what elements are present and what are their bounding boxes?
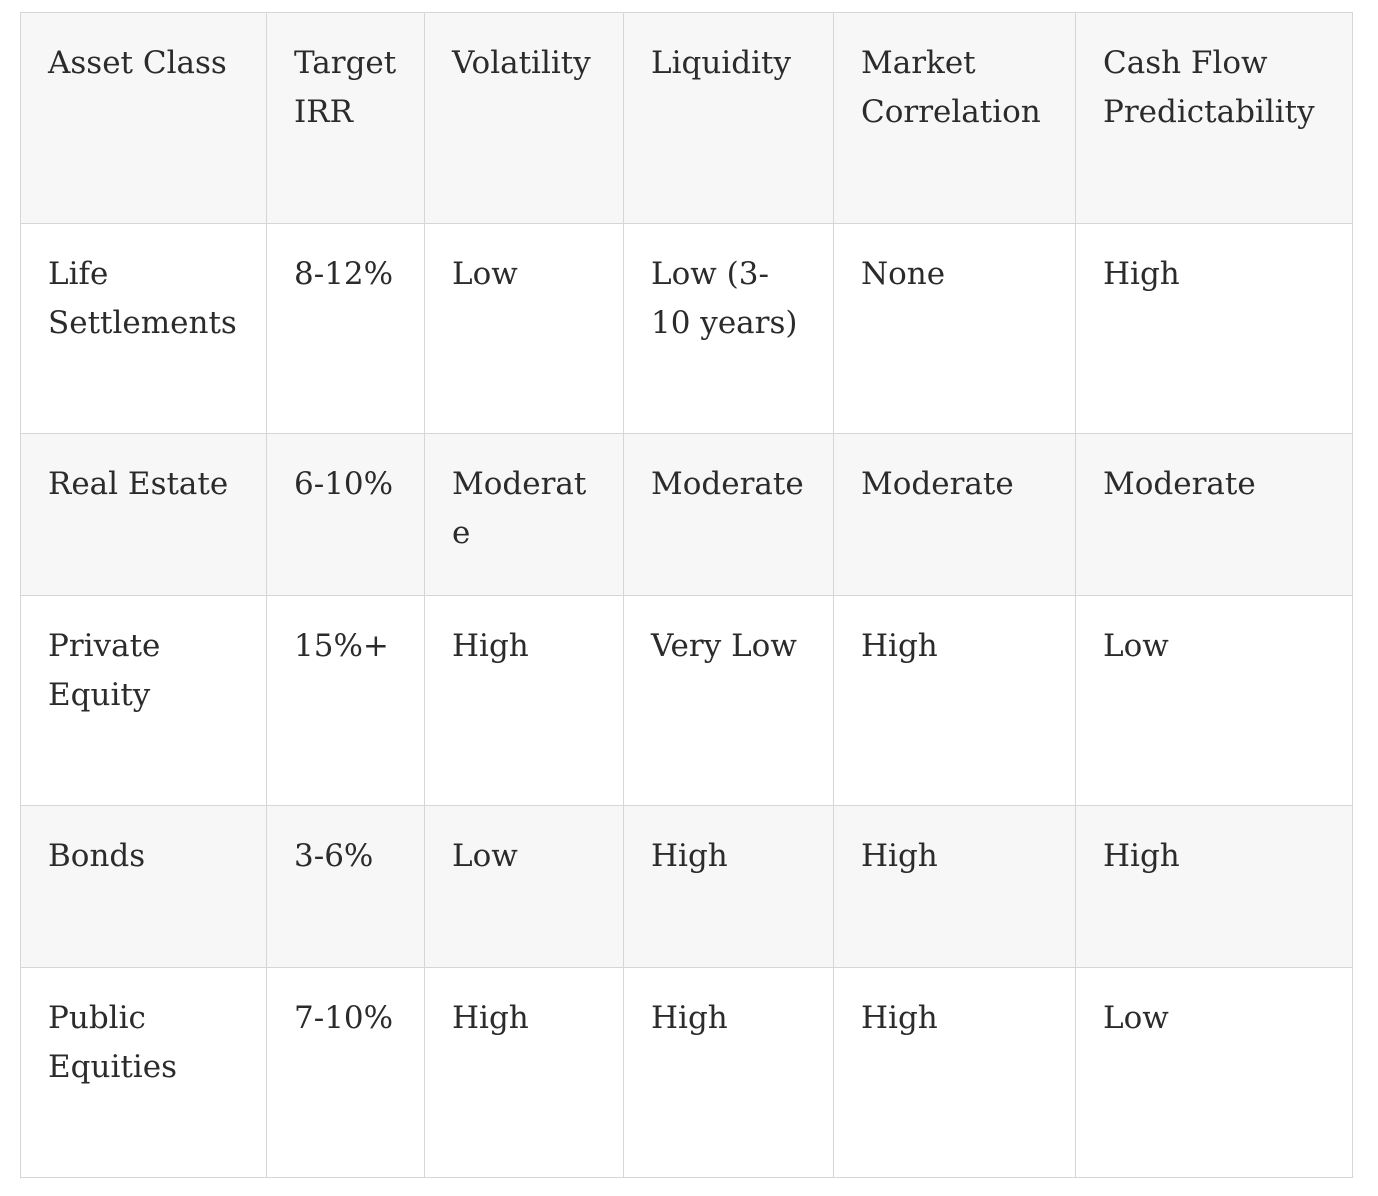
header-cash-flow-predictability: Cash Flow Predictability <box>1075 12 1353 224</box>
cell-market-correlation: None <box>833 223 1076 434</box>
cell-volatility: High <box>424 967 624 1178</box>
asset-class-comparison-table: Asset Class Target IRR Volatility Liquid… <box>20 12 1353 1178</box>
table-row: Life Settlements 8-12% Low Low (3-10 yea… <box>20 223 1353 434</box>
cell-asset-class: Public Equities <box>20 967 267 1178</box>
header-asset-class: Asset Class <box>20 12 267 224</box>
cell-liquidity: Moderate <box>623 433 834 596</box>
cell-market-correlation: High <box>833 595 1076 806</box>
cell-cash-flow-predictability: Low <box>1075 595 1353 806</box>
comparison-table-container: Asset Class Target IRR Volatility Liquid… <box>20 12 1353 1178</box>
cell-volatility: Low <box>424 223 624 434</box>
header-volatility: Volatility <box>424 12 624 224</box>
table-row: Public Equities 7-10% High High High Low <box>20 967 1353 1178</box>
cell-cash-flow-predictability: High <box>1075 223 1353 434</box>
cell-target-irr: 7-10% <box>266 967 425 1178</box>
cell-volatility: Moderate <box>424 433 624 596</box>
cell-cash-flow-predictability: High <box>1075 805 1353 968</box>
cell-liquidity: High <box>623 967 834 1178</box>
table-row: Real Estate 6-10% Moderate Moderate Mode… <box>20 433 1353 596</box>
cell-volatility: High <box>424 595 624 806</box>
cell-target-irr: 8-12% <box>266 223 425 434</box>
table-row: Private Equity 15%+ High Very Low High L… <box>20 595 1353 806</box>
cell-market-correlation: High <box>833 805 1076 968</box>
cell-volatility: Low <box>424 805 624 968</box>
cell-asset-class: Life Settlements <box>20 223 267 434</box>
cell-liquidity: High <box>623 805 834 968</box>
cell-liquidity: Low (3-10 years) <box>623 223 834 434</box>
cell-cash-flow-predictability: Low <box>1075 967 1353 1178</box>
cell-target-irr: 3-6% <box>266 805 425 968</box>
cell-asset-class: Private Equity <box>20 595 267 806</box>
cell-asset-class: Real Estate <box>20 433 267 596</box>
cell-target-irr: 15%+ <box>266 595 425 806</box>
cell-market-correlation: Moderate <box>833 433 1076 596</box>
header-target-irr: Target IRR <box>266 12 425 224</box>
cell-cash-flow-predictability: Moderate <box>1075 433 1353 596</box>
cell-target-irr: 6-10% <box>266 433 425 596</box>
table-row: Bonds 3-6% Low High High High <box>20 805 1353 968</box>
cell-liquidity: Very Low <box>623 595 834 806</box>
cell-asset-class: Bonds <box>20 805 267 968</box>
header-liquidity: Liquidity <box>623 12 834 224</box>
table-header-row: Asset Class Target IRR Volatility Liquid… <box>20 12 1353 224</box>
cell-market-correlation: High <box>833 967 1076 1178</box>
header-market-correlation: Market Correlation <box>833 12 1076 224</box>
